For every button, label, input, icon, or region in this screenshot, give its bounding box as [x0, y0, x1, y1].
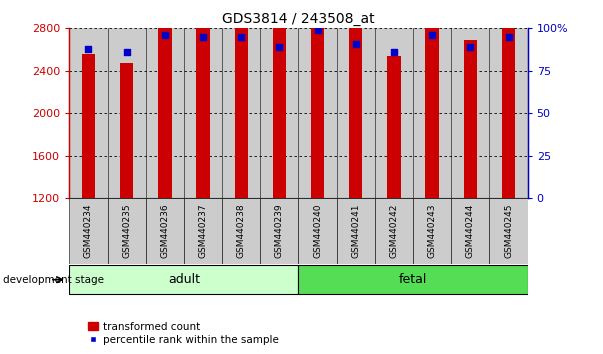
- Title: GDS3814 / 243508_at: GDS3814 / 243508_at: [222, 12, 375, 26]
- Point: [504, 34, 513, 40]
- Bar: [184, 28, 222, 198]
- Bar: [222, 28, 260, 198]
- Bar: [260, 28, 298, 198]
- Bar: [336, 28, 375, 198]
- Text: GSM440237: GSM440237: [198, 204, 207, 258]
- Bar: [490, 28, 528, 198]
- FancyBboxPatch shape: [490, 198, 528, 264]
- Point: [351, 41, 361, 46]
- FancyBboxPatch shape: [146, 198, 184, 264]
- Bar: [311, 0, 324, 198]
- Bar: [273, 20, 286, 198]
- FancyBboxPatch shape: [184, 198, 222, 264]
- Text: GSM440240: GSM440240: [313, 204, 322, 258]
- Bar: [146, 28, 184, 198]
- Text: GSM440239: GSM440239: [275, 204, 284, 258]
- FancyBboxPatch shape: [375, 198, 413, 264]
- Bar: [451, 28, 490, 198]
- Bar: [375, 28, 413, 198]
- Bar: [235, 0, 248, 198]
- Bar: [120, 63, 133, 198]
- FancyBboxPatch shape: [222, 198, 260, 264]
- Bar: [426, 0, 439, 198]
- Bar: [197, 0, 210, 198]
- Point: [466, 44, 475, 50]
- FancyBboxPatch shape: [107, 198, 146, 264]
- Text: GSM440234: GSM440234: [84, 204, 93, 258]
- Legend: transformed count, percentile rank within the sample: transformed count, percentile rank withi…: [84, 317, 283, 349]
- Bar: [69, 28, 107, 198]
- Bar: [107, 28, 146, 198]
- FancyBboxPatch shape: [69, 266, 298, 294]
- Bar: [502, 0, 515, 198]
- Point: [122, 49, 131, 55]
- Point: [160, 32, 169, 38]
- Text: GSM440241: GSM440241: [352, 204, 360, 258]
- FancyBboxPatch shape: [298, 198, 336, 264]
- Point: [274, 44, 284, 50]
- Text: GSM440245: GSM440245: [504, 204, 513, 258]
- Bar: [349, 22, 362, 198]
- FancyBboxPatch shape: [260, 198, 298, 264]
- Text: GSM440236: GSM440236: [160, 204, 169, 258]
- Text: GSM440244: GSM440244: [466, 204, 475, 258]
- Text: GSM440235: GSM440235: [122, 204, 131, 258]
- Bar: [413, 28, 451, 198]
- FancyBboxPatch shape: [451, 198, 490, 264]
- Text: adult: adult: [168, 273, 200, 286]
- Text: fetal: fetal: [399, 273, 428, 286]
- Point: [198, 34, 208, 40]
- Point: [313, 27, 323, 33]
- Bar: [464, 40, 477, 198]
- FancyBboxPatch shape: [413, 198, 451, 264]
- Bar: [387, 56, 400, 198]
- FancyBboxPatch shape: [336, 198, 375, 264]
- Bar: [298, 28, 336, 198]
- Text: GSM440242: GSM440242: [390, 204, 399, 258]
- FancyBboxPatch shape: [298, 266, 528, 294]
- Point: [236, 34, 246, 40]
- Point: [428, 32, 437, 38]
- Text: development stage: development stage: [3, 275, 104, 285]
- Bar: [82, 54, 95, 198]
- Point: [389, 49, 399, 55]
- Text: GSM440243: GSM440243: [428, 204, 437, 258]
- Point: [84, 46, 93, 52]
- Bar: [158, 0, 171, 198]
- Text: GSM440238: GSM440238: [237, 204, 245, 258]
- FancyBboxPatch shape: [69, 198, 107, 264]
